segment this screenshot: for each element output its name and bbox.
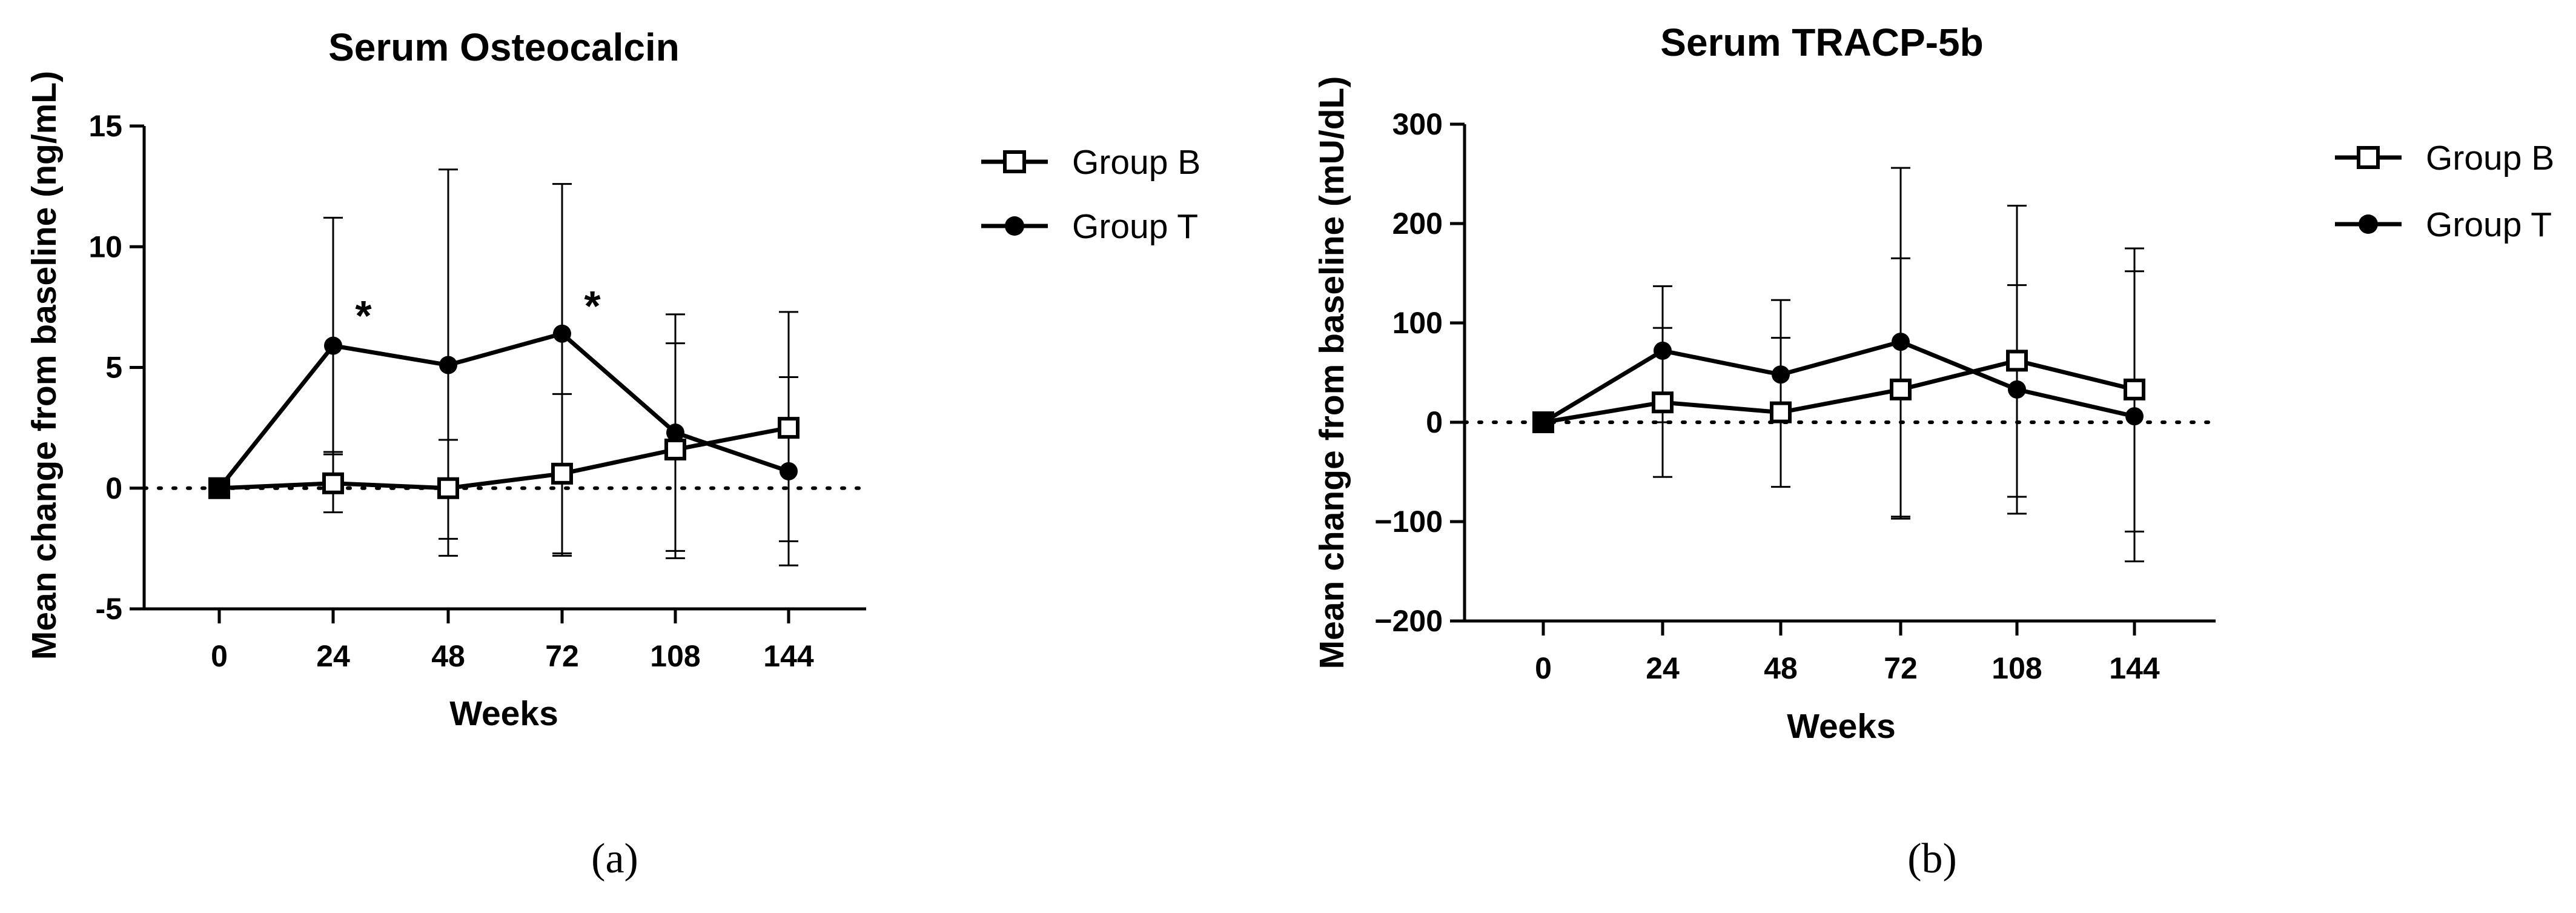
panel-b-legend-group-b-label: Group B [2426,139,2554,178]
panel-b-plot: −200 −100 0 100 200 300 0 24 48 72 108 144 [1374,107,2217,685]
panel-a-significance-marker: * [355,292,372,339]
panel-b-y-tick-label: 200 [1392,207,1443,241]
panel-b-group-b-point [2124,378,2145,400]
panel-b-group-b-point [2006,350,2028,372]
panel-a-y-tick-label: 0 [105,471,122,505]
panel-a-y-tick-label: 10 [88,230,122,264]
panel-b-y-tick-label: 0 [1426,405,1443,439]
panel-a-significance-marker: * [584,282,601,330]
panel-b-group-b-point [1770,401,1792,423]
panel-a-x-tick-label: 72 [545,639,579,673]
panel-b-group-t-point [1654,341,1672,360]
panel-a-group-t-point [439,356,457,374]
panel-a-legend-group-b-label: Group B [1072,143,1200,182]
panel-b-x-tick-label: 24 [1646,651,1680,685]
panel-a-group-b-point [437,477,459,499]
panel-a-group-t-point [553,324,571,343]
panel-a-group-t-point [780,462,798,480]
panel-a-caption: (a) [591,835,638,882]
panel-b-group-b-point [1652,391,1674,414]
panel-b-legend-group-b-marker [2357,146,2380,169]
panel-b-legend-group-t-label: Group T [2426,205,2552,244]
panel-b-y-axis-label: Mean change from baseline (mU/dL) [1313,76,1351,669]
panel-b-y-tick-label: 100 [1392,306,1443,340]
panel-b-legend: Group B Group T [2335,139,2554,244]
panel-a-group-b-point [551,462,573,485]
panel-b-group-b-point [1890,378,1912,400]
panel-a-x-tick-label: 48 [431,639,465,673]
panel-a-group-b-point [322,472,344,494]
panel-a-y-tick-label: -5 [96,592,122,626]
panel-b-caption: (b) [1907,835,1957,882]
panel-a-y-tick-label: 15 [88,109,122,143]
panel-b-group-t-line [1542,339,2135,425]
panel-b-x-tick-label: 0 [1535,651,1552,685]
panel-b-x-tick-label: 72 [1884,651,1918,685]
panel-a-x-tick-label: 24 [316,639,350,673]
panel-b-y-tick-label: −200 [1374,604,1443,638]
panel-b-x-axis-label: Weeks [1787,707,1896,746]
panel-b-group-t-point [2125,407,2144,426]
panel-b-y-tick-label: 300 [1392,107,1443,141]
panel-b-legend-group-t-marker [2359,214,2378,234]
panel-a-group-b-line [219,425,789,491]
panel-a-legend-group-b-marker [1003,150,1026,173]
panel-a-legend-group-t-label: Group T [1072,207,1198,246]
panel-a-group-t-point [324,336,342,355]
panel-b-x-tick-label: 108 [1992,651,2042,685]
panel-a: Serum Osteocalcin Mean change from basel… [25,25,1200,882]
panel-a-title: Serum Osteocalcin [328,25,680,69]
panel-a-legend-group-t-marker [1005,216,1024,236]
panel-a-group-b-point [778,417,800,439]
panel-b-baseline-point [1534,413,1553,432]
panel-b-y-tick-label: −100 [1374,505,1443,539]
panel-a-legend: Group B Group T [981,143,1200,246]
panel-a-group-t-point [666,423,684,442]
panel-a-x-axis-label: Weeks [449,694,558,733]
panel-a-group-t-line [217,331,790,490]
panel-b-group-b-line [1543,358,2135,425]
panel-a-x-tick-label: 108 [650,639,700,673]
panel-b-group-t-point [1892,333,1910,351]
panel-b-x-tick-label: 144 [2109,651,2160,685]
panel-b-group-t-point [2008,380,2026,399]
panel-a-x-tick-label: 0 [211,639,228,673]
panel-b: Serum TRACP-5b Mean change from baseline… [1313,21,2554,882]
panel-b-group-t-point [1772,365,1790,384]
panel-a-y-tick-label: 5 [105,351,122,385]
panel-a-plot: -5 0 5 10 15 0 24 48 72 108 144 * * [88,109,868,673]
panel-b-x-tick-label: 48 [1764,651,1798,685]
panel-a-group-b-point [664,438,686,460]
panel-b-title: Serum TRACP-5b [1660,21,1983,64]
panel-a-y-axis-label: Mean change from baseline (ng/mL) [25,71,64,660]
panel-a-baseline-point [210,478,229,498]
panel-a-x-tick-label: 144 [763,639,814,673]
